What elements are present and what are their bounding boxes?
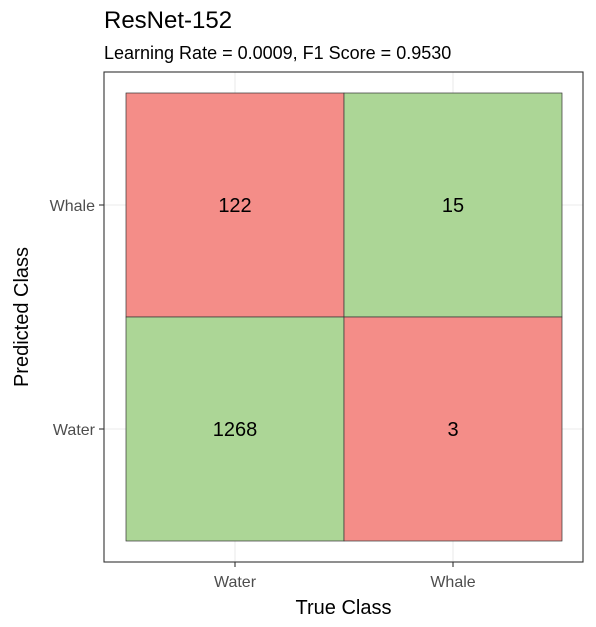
x-tick-label-water: Water: [214, 574, 257, 591]
cell-value-water-whale: 3: [447, 419, 458, 441]
y-tick-label-water: Water: [53, 422, 96, 439]
matrix-cells: [125, 92, 563, 542]
cell-whale-whale: [343, 92, 563, 318]
x-axis-title: True Class: [296, 597, 392, 619]
chart-title: ResNet-152: [104, 7, 233, 34]
chart-subtitle: Learning Rate = 0.0009, F1 Score = 0.953…: [104, 43, 452, 63]
axis-ticks: Water Whale Water Whale: [50, 198, 476, 591]
cell-value-whale-water: 122: [218, 195, 251, 217]
cell-water-water: [125, 316, 345, 542]
cell-whale-water: [125, 92, 345, 318]
cell-value-water-water: 1268: [213, 419, 258, 441]
cell-value-whale-whale: 15: [442, 195, 464, 217]
cell-labels: 122 15 1268 3: [213, 195, 464, 441]
y-tick-label-whale: Whale: [50, 198, 95, 215]
x-tick-label-whale: Whale: [430, 574, 475, 591]
panel-border: [103, 71, 584, 563]
cell-water-whale: [343, 316, 563, 542]
y-axis-title: Predicted Class: [11, 247, 33, 387]
